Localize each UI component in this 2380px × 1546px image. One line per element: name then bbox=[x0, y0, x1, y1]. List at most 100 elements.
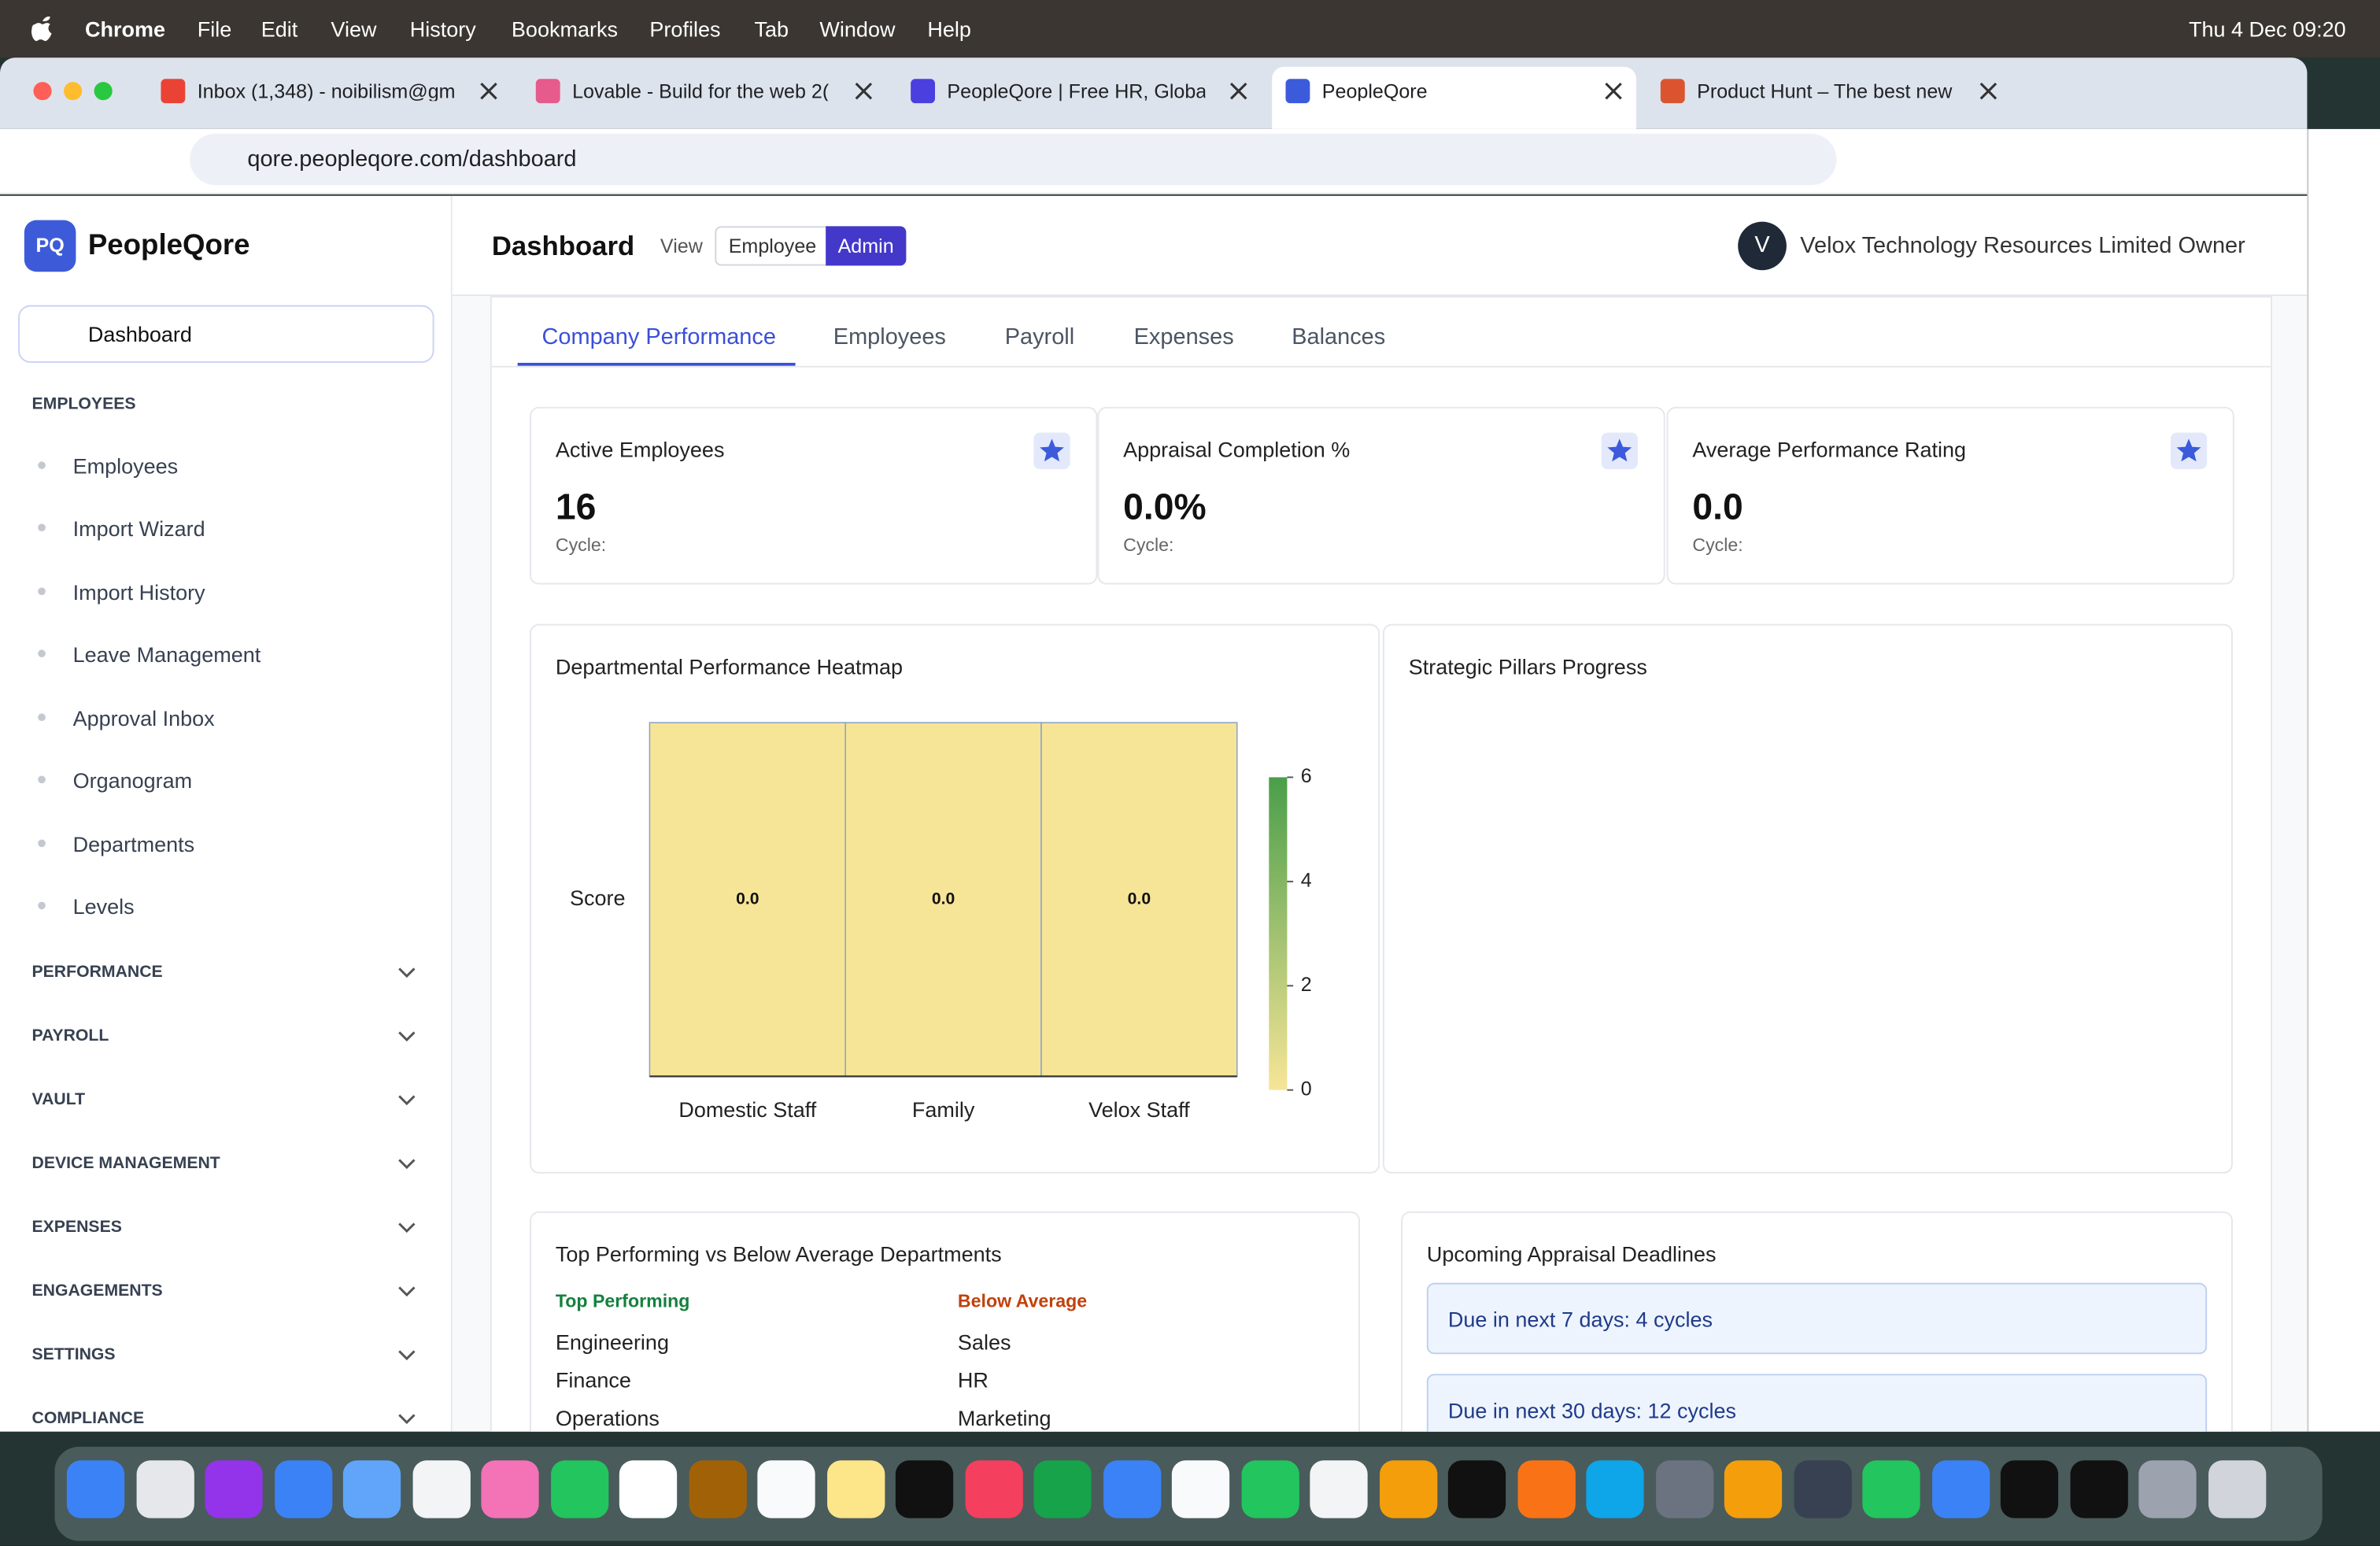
nav-section[interactable]: DEVICE MANAGEMENT bbox=[31, 1154, 220, 1173]
window-control[interactable] bbox=[33, 82, 52, 101]
dock-icon[interactable] bbox=[412, 1460, 470, 1518]
content-tab[interactable]: Company Performance bbox=[541, 324, 776, 350]
dock-icon[interactable] bbox=[2208, 1460, 2266, 1518]
content-tab[interactable]: Expenses bbox=[1133, 324, 1234, 350]
nav-active-label[interactable]: Dashboard bbox=[87, 321, 192, 346]
dock-icon[interactable] bbox=[274, 1460, 332, 1518]
nav-section[interactable]: PAYROLL bbox=[31, 1026, 109, 1045]
dock-icon[interactable] bbox=[2000, 1460, 2059, 1518]
dock-icon[interactable] bbox=[1724, 1460, 1783, 1518]
dock-icon[interactable] bbox=[1240, 1460, 1299, 1518]
chevron[interactable] bbox=[398, 1350, 416, 1361]
tab-title[interactable]: Product Hunt – The best new bbox=[1697, 81, 1953, 102]
dock-icon[interactable] bbox=[1931, 1460, 1990, 1518]
chevron[interactable] bbox=[398, 1031, 416, 1042]
dock-icon[interactable] bbox=[205, 1460, 263, 1518]
nav-item[interactable]: Leave Management bbox=[72, 642, 261, 667]
tab-close[interactable] bbox=[480, 82, 497, 100]
toggle-option[interactable]: Employee bbox=[728, 234, 817, 257]
chevron[interactable] bbox=[398, 1159, 416, 1170]
tab-close[interactable] bbox=[855, 82, 873, 100]
chevron[interactable] bbox=[398, 1286, 416, 1297]
dock-icon[interactable] bbox=[342, 1460, 401, 1518]
nav-section[interactable]: COMPLIANCE bbox=[31, 1409, 145, 1428]
dock-icon[interactable] bbox=[1379, 1460, 1437, 1518]
dock-icon[interactable] bbox=[964, 1460, 1022, 1518]
dock-icon[interactable] bbox=[1517, 1460, 1575, 1518]
dock-icon[interactable] bbox=[1447, 1460, 1506, 1518]
nav-section[interactable]: VAULT bbox=[31, 1090, 86, 1109]
menubar-item[interactable]: Window bbox=[819, 17, 896, 42]
dock-icon[interactable] bbox=[688, 1460, 746, 1518]
nav-section[interactable]: EXPENSES bbox=[31, 1218, 122, 1237]
tab-close[interactable] bbox=[1229, 82, 1247, 100]
star-button[interactable] bbox=[1033, 432, 1070, 469]
url[interactable]: qore.peopleqore.com/dashboard bbox=[247, 146, 577, 172]
active-tab[interactable] bbox=[1272, 66, 1636, 129]
dock-icon[interactable] bbox=[826, 1460, 885, 1518]
star-button[interactable] bbox=[2170, 432, 2208, 469]
chevron[interactable] bbox=[398, 967, 416, 978]
dock-icon[interactable] bbox=[1033, 1460, 1092, 1518]
menubar-item[interactable]: Edit bbox=[261, 17, 298, 42]
nav-item[interactable]: Departments bbox=[72, 831, 195, 856]
menubar-item[interactable]: File bbox=[197, 17, 232, 42]
tab-close[interactable] bbox=[1605, 82, 1622, 100]
menubar-item[interactable]: Profiles bbox=[649, 17, 721, 42]
content-tab[interactable]: Balances bbox=[1292, 324, 1386, 350]
chevron[interactable] bbox=[398, 1222, 416, 1233]
dock-icon[interactable] bbox=[895, 1460, 954, 1518]
kpi-value: 0.0 bbox=[1692, 487, 1743, 529]
deadline-box[interactable] bbox=[1426, 1374, 2208, 1432]
tab-title[interactable]: Inbox (1,348) - noibilism@gm bbox=[197, 81, 456, 102]
tab-title[interactable]: PeopleQore | Free HR, Global bbox=[947, 81, 1206, 102]
content-tab[interactable]: Employees bbox=[833, 324, 946, 350]
tab-close[interactable] bbox=[1979, 82, 1998, 100]
address-bar[interactable] bbox=[190, 133, 1837, 186]
nav-section[interactable]: PERFORMANCE bbox=[31, 963, 163, 982]
chevron[interactable] bbox=[398, 1414, 416, 1425]
tab-title[interactable]: Lovable - Build for the web 2( bbox=[572, 81, 830, 102]
dock-icon[interactable] bbox=[757, 1460, 815, 1518]
dock-icon[interactable] bbox=[1310, 1460, 1368, 1518]
dock-icon[interactable] bbox=[1103, 1460, 1161, 1518]
toggle-option[interactable]: Admin bbox=[837, 234, 894, 257]
dock-icon[interactable] bbox=[2069, 1460, 2127, 1518]
chevron[interactable] bbox=[398, 1095, 416, 1106]
dock-icon[interactable] bbox=[1586, 1460, 1644, 1518]
nav-item[interactable]: Import History bbox=[72, 579, 205, 605]
nav-item[interactable]: Employees bbox=[72, 453, 179, 479]
content-tab[interactable]: Payroll bbox=[1004, 324, 1075, 350]
menubar-app[interactable]: Chrome bbox=[84, 17, 166, 42]
nav-item[interactable]: Import Wizard bbox=[72, 516, 205, 541]
menubar-item[interactable]: Tab bbox=[754, 17, 789, 42]
window-control[interactable] bbox=[63, 82, 83, 101]
dock-icon[interactable] bbox=[481, 1460, 539, 1518]
nav-item[interactable]: Levels bbox=[72, 893, 135, 919]
tab-title[interactable]: PeopleQore bbox=[1321, 81, 1428, 102]
dock-icon[interactable] bbox=[1655, 1460, 1713, 1518]
dock-icon[interactable] bbox=[135, 1460, 194, 1518]
dock-icon[interactable] bbox=[1862, 1460, 1920, 1518]
menubar-item[interactable]: Bookmarks bbox=[511, 17, 618, 42]
dock-icon[interactable] bbox=[1793, 1460, 1851, 1518]
dock-icon[interactable] bbox=[66, 1460, 125, 1518]
dock-icon[interactable] bbox=[619, 1460, 678, 1518]
menubar-item[interactable]: View bbox=[331, 17, 377, 42]
window-control[interactable] bbox=[94, 82, 113, 101]
nav-section[interactable]: SETTINGS bbox=[31, 1345, 116, 1364]
avatar[interactable]: V bbox=[1738, 221, 1787, 271]
nav-active[interactable] bbox=[18, 305, 434, 363]
nav-section[interactable]: ENGAGEMENTS bbox=[31, 1282, 163, 1300]
dock-icon[interactable] bbox=[550, 1460, 608, 1518]
dock-icon[interactable] bbox=[1171, 1460, 1230, 1518]
nav-item[interactable]: Organogram bbox=[72, 767, 193, 793]
section-open[interactable]: EMPLOYEES bbox=[31, 395, 136, 414]
star-button[interactable] bbox=[1601, 432, 1638, 469]
dock-icon[interactable] bbox=[2138, 1460, 2197, 1518]
menubar-item[interactable]: Help bbox=[927, 17, 971, 42]
deadline-box[interactable] bbox=[1426, 1282, 2208, 1355]
org-name[interactable]: Velox Technology Resources Limited Owner bbox=[1800, 233, 2245, 259]
menubar-item[interactable]: History bbox=[409, 17, 476, 42]
nav-item[interactable]: Approval Inbox bbox=[72, 705, 215, 730]
